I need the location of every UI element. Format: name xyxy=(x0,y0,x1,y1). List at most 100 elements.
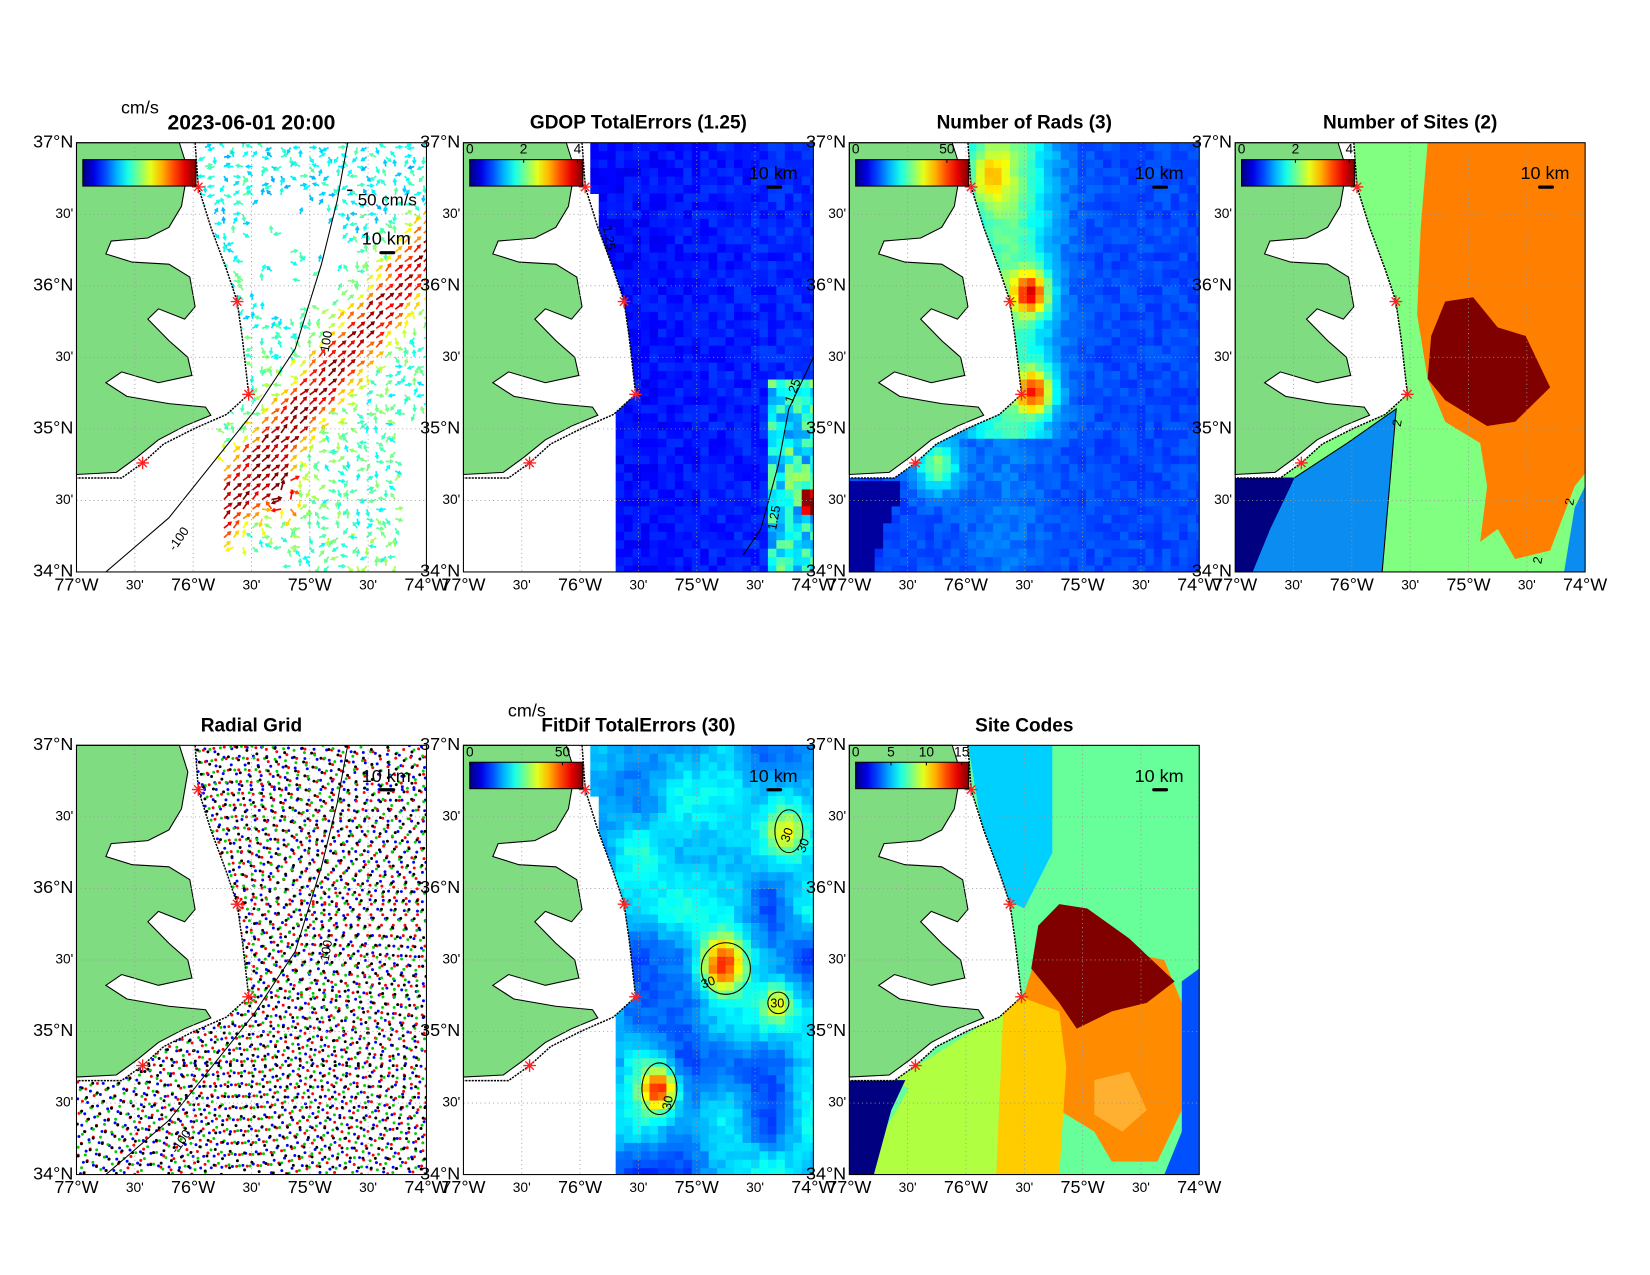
field-cell xyxy=(793,337,803,347)
radial-grid-point xyxy=(354,850,358,853)
field-cell xyxy=(1187,244,1197,254)
field-cell xyxy=(1010,320,1019,330)
land xyxy=(75,142,212,476)
current-vector xyxy=(352,546,358,555)
field-cell xyxy=(1043,303,1053,313)
field-cell xyxy=(1010,548,1019,558)
current-vector xyxy=(261,527,266,537)
field-cell xyxy=(1196,244,1200,254)
field-cell xyxy=(700,472,710,482)
field-cell xyxy=(691,379,701,389)
field-cell xyxy=(615,497,625,507)
current-vector xyxy=(322,175,330,182)
field-cell xyxy=(641,320,651,330)
radial-grid-point xyxy=(284,786,288,790)
field-cell xyxy=(1018,328,1028,338)
field-cell xyxy=(1010,159,1019,169)
current-vector xyxy=(311,163,320,168)
field-cell xyxy=(1136,430,1146,440)
current-vector xyxy=(375,293,386,301)
field-cell xyxy=(700,514,710,524)
field-cell xyxy=(1060,159,1070,169)
field-cell xyxy=(1026,557,1036,567)
field-cell xyxy=(1060,514,1070,524)
field-cell xyxy=(1086,261,1096,271)
field-cell xyxy=(793,531,803,541)
field-cell xyxy=(674,303,684,313)
radial-grid-point xyxy=(386,819,390,823)
field-cell xyxy=(1162,201,1172,211)
radial-grid-point xyxy=(329,769,333,773)
field-cell xyxy=(725,337,735,347)
field-cell xyxy=(950,497,960,507)
current-vector xyxy=(301,324,310,330)
field-cell xyxy=(1136,464,1146,474)
current-vector xyxy=(242,474,252,482)
field-cell xyxy=(1103,447,1113,457)
current-vector xyxy=(312,465,320,472)
field-cell xyxy=(1086,464,1096,474)
field-cell xyxy=(1052,565,1062,572)
field-cell xyxy=(691,362,701,372)
field-cell xyxy=(1162,185,1172,194)
field-cell xyxy=(908,497,918,507)
field-cell xyxy=(776,303,786,313)
colorbar xyxy=(855,159,970,187)
current-vector xyxy=(197,156,206,162)
field-cell xyxy=(666,413,676,423)
radial-grid-point xyxy=(396,870,400,874)
field-cell xyxy=(801,557,811,567)
radial-grid-point xyxy=(224,798,228,802)
field-cell xyxy=(615,142,625,152)
field-cell xyxy=(708,286,718,296)
field-cell xyxy=(717,362,727,372)
field-cell xyxy=(849,481,859,491)
field-cell xyxy=(1162,531,1172,541)
lat-tick-label: 30' xyxy=(55,349,73,364)
field-cell xyxy=(984,514,994,524)
field-cell xyxy=(641,472,651,482)
field-cell xyxy=(624,413,634,423)
current-vector xyxy=(345,461,351,470)
field-cell xyxy=(759,421,769,431)
current-vector xyxy=(407,165,415,170)
field-cell xyxy=(1060,252,1070,262)
field-cell xyxy=(615,540,625,550)
radial-grid-point xyxy=(304,1052,308,1056)
current-vector xyxy=(270,443,279,453)
field-cell xyxy=(657,565,667,572)
current-vector xyxy=(299,462,304,472)
field-cell xyxy=(993,514,1003,524)
field-cell xyxy=(1153,218,1163,228)
field-cell xyxy=(708,548,718,558)
site-marker xyxy=(964,180,978,194)
field-cell xyxy=(793,227,803,237)
field-cell xyxy=(793,565,803,572)
field-cell xyxy=(657,489,667,499)
current-vector xyxy=(225,164,234,169)
field-cell xyxy=(1170,286,1180,296)
radial-grid-point xyxy=(336,829,340,833)
current-vector xyxy=(352,235,358,244)
field-cell xyxy=(1043,404,1053,414)
current-vector xyxy=(337,377,345,386)
field-cell xyxy=(742,142,752,152)
field-cell xyxy=(1128,430,1138,440)
field-cell xyxy=(993,523,1003,533)
field-cell xyxy=(1026,548,1036,558)
field-cell xyxy=(1179,379,1189,389)
current-vector xyxy=(375,310,384,320)
current-vector xyxy=(356,329,364,339)
field-cell xyxy=(1026,421,1036,431)
current-vector xyxy=(261,483,271,491)
field-cell xyxy=(1001,421,1011,431)
field-cell xyxy=(615,185,625,194)
field-cell xyxy=(1069,235,1079,245)
current-vector xyxy=(349,534,358,540)
field-cell xyxy=(1026,404,1036,414)
field-cell xyxy=(649,413,659,423)
field-cell xyxy=(1010,472,1019,482)
radial-grid-point xyxy=(221,772,225,776)
field-cell xyxy=(615,159,625,169)
field-cell xyxy=(1043,328,1053,338)
